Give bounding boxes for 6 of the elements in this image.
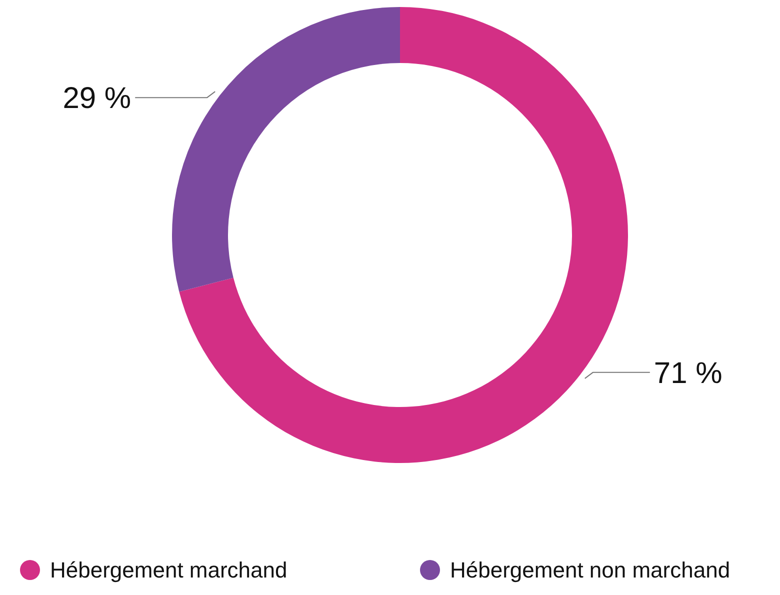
donut-slice [172,7,400,292]
legend-label: Hébergement marchand [50,558,288,583]
data-label: 29 % [62,82,132,116]
legend-label: Hébergement non marchand [450,558,730,583]
data-label: 71 % [654,356,722,390]
donut-slice [179,7,628,463]
